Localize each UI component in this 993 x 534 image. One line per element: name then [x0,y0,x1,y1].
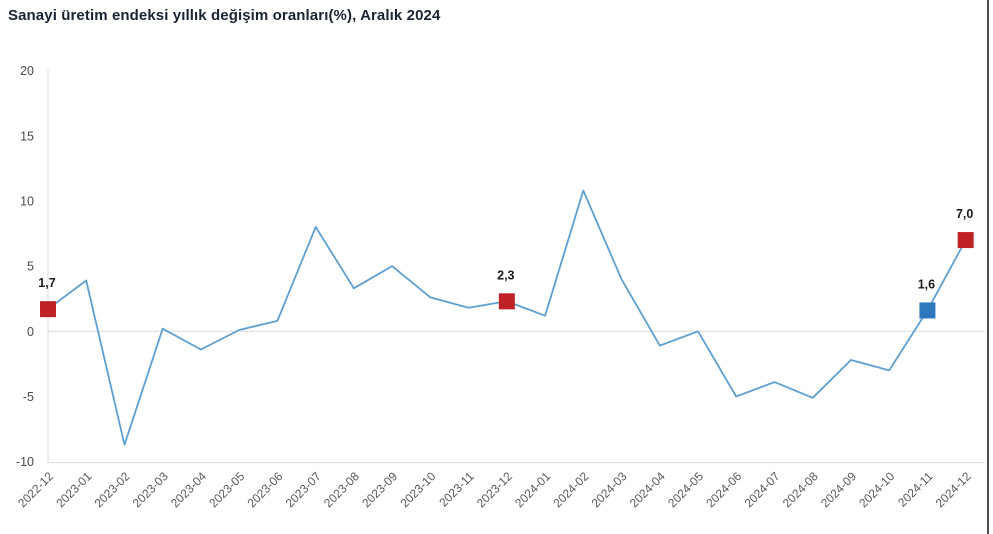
y-tick-label: 20 [20,64,34,78]
x-tick-label: 2023-02 [92,469,133,510]
x-tick-label: 2022-12 [15,469,56,510]
x-tick-label: 2023-05 [206,469,247,510]
x-tick-label: 2023-04 [168,469,209,510]
x-tick-label: 2024-01 [512,469,553,510]
data-point-marker-2024-11 [919,302,936,319]
x-tick-label: 2023-10 [397,469,438,510]
x-tick-label: 2024-03 [589,469,630,510]
x-tick-label: 2024-07 [742,469,783,510]
x-tick-label: 2024-06 [703,469,744,510]
x-tick-label: 2023-08 [321,469,362,510]
window-right-border [987,0,989,534]
marker-value-label: 1,6 [918,277,935,291]
x-tick-label: 2023-03 [130,469,171,510]
y-tick-label: 15 [20,129,34,143]
x-tick-label: 2023-11 [436,469,477,510]
y-tick-label: -10 [16,455,34,469]
x-tick-label: 2023-09 [359,469,400,510]
y-tick-label: 0 [27,325,34,339]
marker-value-label: 1,7 [38,276,55,290]
marker-value-label: 7,0 [956,207,973,221]
marker-value-label: 2,3 [497,268,514,282]
x-tick-label: 2024-09 [818,469,859,510]
y-tick-label: -5 [23,390,34,404]
data-point-marker-2023-12 [498,293,515,310]
data-point-marker-2024-12 [957,232,974,249]
data-point-marker-2022-12 [40,301,56,318]
x-tick-label: 2024-08 [780,469,821,510]
x-tick-label: 2024-04 [627,469,668,510]
y-tick-label: 5 [27,260,34,274]
series-line [47,189,967,446]
x-tick-label: 2023-12 [474,469,515,510]
x-tick-label: 2023-06 [244,469,285,510]
chart-title: Sanayi üretim endeksi yıllık değişim ora… [8,7,441,24]
x-tick-label: 2023-01 [53,469,94,510]
x-tick-label: 2024-10 [856,469,897,510]
x-tick-label: 2023-07 [283,469,324,510]
x-tick-label: 2024-11 [895,469,936,510]
x-tick-label: 2024-05 [665,469,706,510]
x-tick-label: 2024-12 [933,469,974,510]
x-tick-label: 2024-02 [550,469,591,510]
y-tick-label: 10 [20,194,34,208]
